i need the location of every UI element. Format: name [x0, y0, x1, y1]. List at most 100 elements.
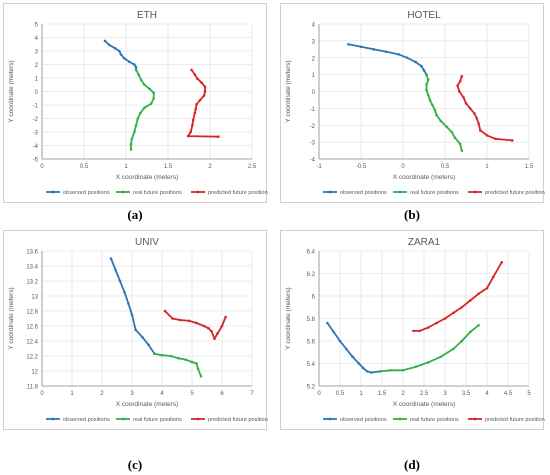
- data-point-predicted: [224, 315, 227, 319]
- y-tick-label: 12.8: [26, 310, 38, 316]
- data-point-real: [143, 83, 146, 87]
- chart-title: UNIV: [135, 237, 159, 248]
- y-tick-label: 5.8: [307, 317, 316, 323]
- x-tick-label: 0.5: [336, 391, 345, 397]
- legend-marker-predicted: [473, 190, 477, 194]
- x-axis-label: X coordinate (meters): [116, 401, 179, 408]
- data-point-observed: [103, 39, 107, 43]
- data-point-observed: [347, 42, 350, 46]
- data-point-predicted: [418, 329, 422, 333]
- x-tick-label: 2.5: [248, 164, 257, 170]
- data-point-observed: [326, 321, 329, 325]
- legend-label-real: real future positions: [410, 417, 459, 423]
- y-tick-label: -5: [33, 158, 39, 164]
- x-tick-label: 0.5: [441, 164, 450, 170]
- data-point-observed: [351, 355, 354, 359]
- series-line-real: [379, 324, 480, 373]
- data-point-predicted: [187, 319, 191, 323]
- legend-marker-observed: [328, 417, 332, 421]
- chart-svg-eth: ETH -5 -4 -3 -2 -1 0 1 2 3 4 5 0 0.5 1 1.5 2 2.5 X coordin…: [8, 10, 268, 196]
- legend-label-observed: observed positions: [340, 190, 387, 196]
- data-point-predicted: [452, 311, 455, 315]
- x-tick-label: 7: [250, 391, 254, 397]
- data-point-predicted: [457, 90, 461, 93]
- data-point-predicted: [460, 305, 464, 309]
- x-tick-label: 4: [160, 391, 164, 397]
- x-tick-label: 1.5: [525, 164, 534, 170]
- data-point-observed: [422, 69, 426, 72]
- legend-marker-observed: [51, 417, 55, 421]
- data-point-predicted: [458, 80, 462, 83]
- data-point-real: [428, 98, 432, 102]
- data-point-real: [378, 370, 382, 373]
- data-point-real: [433, 108, 437, 112]
- series-line-observed: [104, 40, 138, 70]
- data-point-real: [138, 111, 142, 115]
- y-tick-label: 12.6: [26, 325, 38, 331]
- data-point-predicted: [186, 134, 190, 138]
- y-axis-label: Y coordinate (meters): [8, 287, 15, 349]
- data-point-observed: [107, 43, 111, 47]
- data-point-real: [139, 78, 143, 82]
- y-tick-label: -2: [310, 124, 316, 130]
- legend-label-observed: observed positions: [340, 417, 387, 423]
- x-tick-label: 1: [70, 391, 74, 397]
- data-point-predicted: [191, 123, 194, 127]
- x-tick-label: 0.5: [80, 164, 89, 170]
- data-point-real: [468, 330, 472, 334]
- data-point-predicted: [464, 102, 468, 105]
- data-point-observed: [359, 45, 363, 49]
- x-tick-label: 1: [485, 164, 489, 170]
- data-point-predicted: [202, 324, 206, 328]
- chart-svg-univ: UNIV11.81212.212.412.612.81313.213.413.6…: [8, 237, 268, 423]
- data-point-real: [134, 123, 138, 127]
- data-point-real: [425, 83, 428, 87]
- data-point-observed: [405, 56, 409, 60]
- data-point-observed: [372, 48, 375, 51]
- y-tick-label: 2: [312, 56, 316, 62]
- data-point-predicted: [500, 260, 503, 264]
- data-point-predicted: [426, 326, 430, 329]
- data-point-real: [460, 149, 464, 152]
- data-point-predicted: [193, 73, 197, 76]
- legend-marker-real: [398, 190, 402, 194]
- data-point-observed: [357, 362, 361, 365]
- legend-label-real: real future positions: [133, 417, 182, 423]
- data-point-predicted: [198, 98, 202, 102]
- data-point-predicted: [210, 329, 213, 333]
- data-point-predicted: [190, 68, 193, 72]
- data-point-observed: [397, 53, 401, 56]
- legend-label-predicted: predicted future positions: [208, 417, 268, 423]
- y-tick-label: 4: [35, 36, 39, 42]
- y-axis-label: Y coordinate (meters): [285, 287, 292, 349]
- x-tick-label: 5: [190, 391, 194, 397]
- y-tick-label: 12.2: [26, 355, 38, 361]
- x-tick-label: 2.5: [420, 391, 429, 397]
- y-tick-label: -3: [310, 141, 316, 147]
- chart-svg-hotel: HOTEL -4 -3 -2 -1 0 1 2 3 4 -1 -0.5 0 0.5 1 1.5 X coordi…: [285, 10, 545, 196]
- data-point-observed: [345, 347, 348, 351]
- data-point-real: [196, 367, 200, 371]
- data-point-real: [199, 374, 203, 378]
- data-point-observed: [134, 65, 138, 69]
- data-point-observed: [127, 302, 130, 305]
- x-tick-label: 2: [208, 164, 212, 170]
- data-point-real: [426, 93, 430, 97]
- data-point-predicted: [203, 90, 207, 93]
- legend-label-predicted: predicted future positions: [485, 190, 545, 196]
- legend-label-observed: observed positions: [63, 417, 110, 423]
- data-point-observed: [370, 371, 373, 374]
- data-point-predicted: [435, 321, 438, 325]
- data-point-real: [426, 78, 430, 81]
- y-tick-label: -4: [33, 144, 39, 150]
- chart-panel-eth: ETH -5 -4 -3 -2 -1 0 1 2 3 4 5 0 0.5 1 1.5 2 2.5 X coordin…: [3, 3, 268, 203]
- data-point-real: [477, 323, 480, 327]
- series-line-real: [130, 69, 155, 150]
- data-point-predicted: [216, 332, 219, 335]
- data-point-real: [152, 91, 156, 95]
- legend-marker-predicted: [196, 417, 200, 421]
- data-point-real: [401, 368, 405, 372]
- series-line-observed: [348, 43, 428, 76]
- data-point-predicted: [485, 286, 489, 290]
